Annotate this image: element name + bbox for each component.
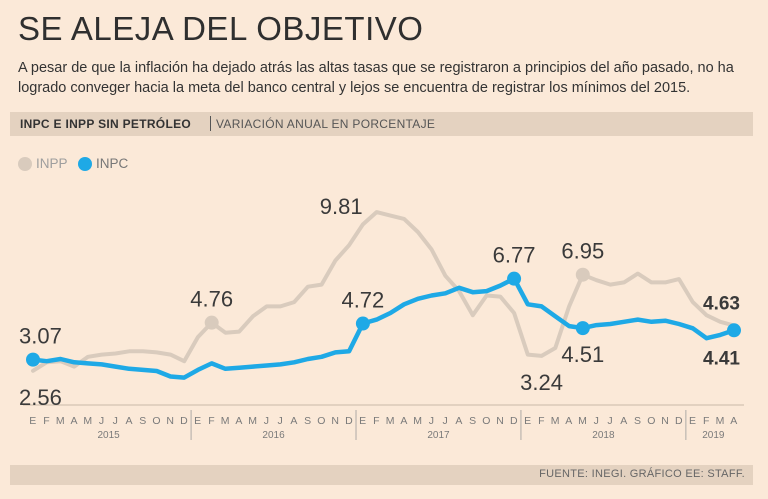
x-tick-label: M xyxy=(83,415,92,427)
x-tick-label: J xyxy=(594,415,600,427)
x-tick-label: D xyxy=(510,415,518,427)
x-tick-label: E xyxy=(359,415,367,427)
point-marker-inpc xyxy=(727,323,741,338)
x-tick-label: A xyxy=(455,415,463,427)
x-tick-label: M xyxy=(716,415,725,427)
page-title: SE ALEJA DEL OBJETIVO xyxy=(18,10,424,47)
data-label: 3.07 xyxy=(19,324,62,349)
x-tick-label: E xyxy=(194,415,202,427)
x-tick-label: E xyxy=(29,415,37,427)
x-tick-label: F xyxy=(373,415,380,427)
x-tick-label: D xyxy=(345,415,353,427)
x-tick-label: O xyxy=(317,415,326,427)
legend-swatch-inpp xyxy=(18,157,32,171)
data-label: 6.95 xyxy=(561,239,604,264)
x-tick-label: M xyxy=(413,415,422,427)
x-tick-label: S xyxy=(304,415,312,427)
x-tick-label: F xyxy=(208,415,215,427)
x-tick-label: F xyxy=(43,415,50,427)
year-label: 2017 xyxy=(427,430,450,441)
source-note: FUENTE: INEGI. GRÁFICO EE: STAFF. xyxy=(539,468,745,480)
page-subtitle: A pesar de que la inflación ha dejado at… xyxy=(18,60,734,96)
x-tick-label: A xyxy=(620,415,628,427)
x-tick-label: N xyxy=(661,415,669,427)
x-tick-label: M xyxy=(551,415,560,427)
x-tick-label: J xyxy=(442,415,448,427)
x-tick-label: O xyxy=(152,415,161,427)
x-tick-label: J xyxy=(607,415,613,427)
x-tick-label: J xyxy=(113,415,119,427)
x-tick-label: D xyxy=(180,415,188,427)
x-tick-label: M xyxy=(386,415,395,427)
data-label: 4.51 xyxy=(561,342,604,367)
x-tick-label: A xyxy=(565,415,573,427)
x-tick-label: O xyxy=(482,415,491,427)
year-label: 2015 xyxy=(97,430,120,441)
x-tick-label: J xyxy=(99,415,105,427)
x-tick-label: N xyxy=(331,415,339,427)
x-tick-label: F xyxy=(703,415,710,427)
x-tick-label: N xyxy=(166,415,174,427)
x-tick-label: A xyxy=(400,415,408,427)
year-label: 2016 xyxy=(262,430,285,441)
x-tick-label: A xyxy=(125,415,133,427)
point-marker-inpc xyxy=(575,321,590,336)
x-tick-label: M xyxy=(248,415,257,427)
x-tick-label: J xyxy=(429,415,435,427)
x-tick-label: M xyxy=(221,415,230,427)
x-tick-label: E xyxy=(524,415,532,427)
x-tick-label: S xyxy=(634,415,642,427)
x-tick-label: E xyxy=(689,415,697,427)
x-tick-label: M xyxy=(578,415,587,427)
series-line-inpc xyxy=(30,276,737,380)
legend-label-inpp: INPP xyxy=(36,156,68,171)
data-label: 2.56 xyxy=(19,385,62,410)
point-marker-inpp xyxy=(575,267,590,282)
x-tick-label: J xyxy=(264,415,270,427)
chart-header-bar: INPC E INPP SIN PETRÓLEO VARIACIÓN ANUAL… xyxy=(10,112,753,136)
header-divider xyxy=(210,116,211,131)
point-marker-inpc xyxy=(26,352,40,367)
series-line-inpp xyxy=(31,210,736,373)
chart-subtitle: VARIACIÓN ANUAL EN PORCENTAJE xyxy=(216,117,436,131)
x-tick-label: J xyxy=(278,415,284,427)
x-tick-label: S xyxy=(469,415,477,427)
x-tick-label: D xyxy=(675,415,683,427)
data-label: 4.76 xyxy=(190,287,233,312)
x-tick-label: M xyxy=(56,415,65,427)
footer-bar: FUENTE: INEGI. GRÁFICO EE: STAFF. xyxy=(10,465,753,485)
point-marker-inpp xyxy=(204,315,219,330)
data-label: 4.63 xyxy=(703,293,740,314)
x-tick-label: N xyxy=(496,415,504,427)
data-label: 4.72 xyxy=(341,288,384,313)
year-label: 2018 xyxy=(592,430,615,441)
x-tick-label: A xyxy=(70,415,78,427)
data-label: 9.81 xyxy=(320,194,363,219)
x-tick-label: S xyxy=(139,415,147,427)
x-tick-label: O xyxy=(647,415,656,427)
data-label: 3.24 xyxy=(520,370,563,395)
chart-title: INPC E INPP SIN PETRÓLEO xyxy=(20,117,192,131)
point-marker-inpc xyxy=(355,316,370,331)
legend-swatch-inpc xyxy=(78,157,92,171)
x-tick-label: F xyxy=(538,415,545,427)
x-tick-label: A xyxy=(730,415,738,427)
point-marker-inpc xyxy=(507,271,522,286)
legend-label-inpc: INPC xyxy=(96,156,129,171)
x-tick-label: A xyxy=(290,415,298,427)
data-label: 6.77 xyxy=(493,243,536,268)
x-tick-label: A xyxy=(235,415,243,427)
year-label: 2019 xyxy=(702,430,725,441)
data-label: 4.41 xyxy=(703,348,740,369)
